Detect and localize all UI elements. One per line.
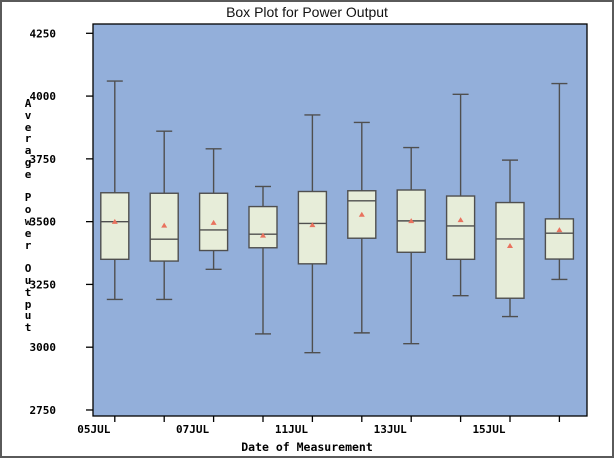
iqr-box	[297, 190, 328, 265]
iqr-box	[445, 195, 476, 261]
box-group-07JUL: 07JUL	[176, 148, 229, 436]
box-group-15JUL: 15JUL	[472, 159, 525, 436]
x-tick-label: 13JUL	[374, 423, 407, 436]
x-tick-label: 05JUL	[77, 423, 110, 436]
box-group-col10	[544, 82, 575, 422]
mean-marker	[408, 218, 415, 224]
y-tick-label: 3500	[30, 216, 57, 229]
mean-marker	[507, 242, 513, 248]
box-group-13JUL: 13JUL	[374, 146, 426, 436]
y-tick-label: 3750	[30, 153, 57, 166]
mean-marker	[457, 217, 464, 223]
y-tick-label: 3250	[30, 278, 57, 291]
mean-marker	[260, 232, 266, 238]
y-tick-label: 4250	[30, 27, 57, 40]
mean-marker	[556, 227, 563, 233]
x-tick-label: 15JUL	[472, 423, 505, 436]
box-group-11JUL: 11JUL	[275, 114, 328, 436]
iqr-box	[248, 205, 278, 249]
iqr-box	[544, 218, 575, 260]
mean-marker	[309, 222, 316, 228]
iqr-box	[198, 192, 229, 252]
box-group-col6	[347, 121, 377, 422]
x-tick-label: 11JUL	[275, 423, 308, 436]
mean-marker	[358, 211, 365, 217]
box-group-col4	[248, 185, 278, 422]
y-tick-label: 2750	[30, 404, 57, 417]
y-tick-label: 4000	[30, 90, 57, 103]
y-axis-title: A v e r a g e P o w e r O u t p u t	[24, 97, 32, 335]
box-group-05JUL: 05JUL	[77, 80, 130, 436]
iqr-box	[100, 192, 130, 261]
y-tick-label: 3000	[30, 341, 57, 354]
mean-marker	[111, 218, 118, 224]
iqr-box	[495, 201, 525, 299]
x-axis-title: Date of Measurement	[241, 440, 373, 454]
mean-marker	[210, 219, 217, 225]
chart-title: Box Plot for Power Output	[226, 4, 388, 20]
mean-marker	[161, 222, 168, 228]
x-tick-label: 07JUL	[176, 423, 209, 436]
box-group-col8	[445, 93, 476, 422]
box-group-col2	[149, 130, 179, 422]
